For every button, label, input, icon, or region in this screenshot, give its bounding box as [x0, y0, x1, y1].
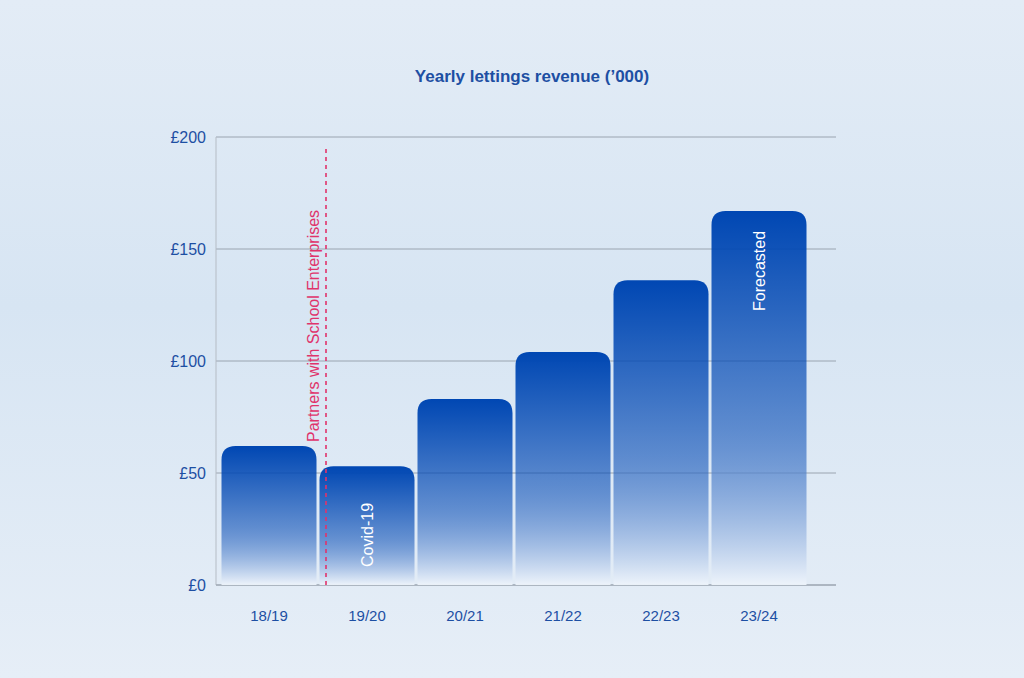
x-tick-label: 19/20 [348, 607, 386, 624]
grid [216, 137, 836, 585]
annotation-line [325, 149, 327, 585]
bar [712, 211, 807, 585]
annotation-text: Partners with School Enterprises [305, 210, 322, 442]
x-tick-label: 21/22 [544, 607, 582, 624]
x-tick-label: 23/24 [740, 607, 778, 624]
bar [222, 446, 317, 585]
y-tick-label: £50 [179, 465, 206, 482]
chart-container: Yearly lettings revenue (’000) £0 £50 £100 £… [0, 0, 1024, 678]
bar [614, 280, 709, 585]
annotation-text: Covid-19 [359, 503, 376, 567]
chart-title: Yearly lettings revenue (’000) [415, 67, 649, 86]
x-tick-label: 20/21 [446, 607, 484, 624]
bar [418, 399, 513, 585]
chart-svg: Yearly lettings revenue (’000) £0 £50 £100 £… [0, 0, 1024, 678]
x-tick-label: 18/19 [250, 607, 288, 624]
y-tick-label: £0 [188, 577, 206, 594]
bar [320, 466, 415, 585]
y-tick-label: £100 [170, 353, 206, 370]
x-tick-label: 22/23 [642, 607, 680, 624]
bar [516, 352, 611, 585]
y-tick-label: £150 [170, 241, 206, 258]
y-tick-label: £200 [170, 129, 206, 146]
y-axis-line [216, 137, 217, 585]
grid-line [216, 137, 836, 138]
annotation-text: Forecasted [751, 231, 768, 311]
